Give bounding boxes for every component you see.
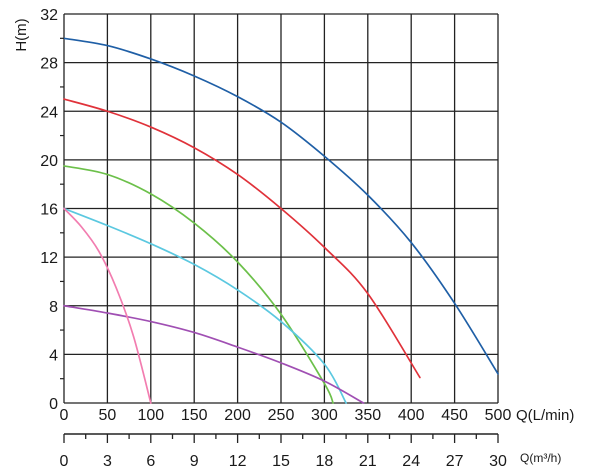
- series-line-1: [63, 37, 499, 375]
- x2-tick-label: 27: [446, 453, 464, 470]
- x2-tick-label: 0: [60, 453, 69, 470]
- x-axis-label: Q(L/min): [516, 407, 574, 424]
- x-tick-label: 150: [181, 407, 208, 424]
- series-line-5: [63, 304, 365, 404]
- x2-tick-label: 30: [489, 453, 507, 470]
- x-tick-label: 50: [99, 407, 117, 424]
- x-tick-label: 100: [137, 407, 164, 424]
- x2-tick-label: 18: [316, 453, 334, 470]
- x2-tick-label: 6: [146, 453, 155, 470]
- x2-tick-label: 12: [229, 453, 247, 470]
- x-tick-label: 200: [224, 407, 251, 424]
- x2-tick-label: 21: [359, 453, 377, 470]
- x2-tick-label: 3: [103, 453, 112, 470]
- series-line-2: [63, 98, 421, 379]
- x2-axis-label: Q(m³/h): [520, 451, 561, 465]
- series-line-6: [63, 207, 152, 404]
- y-tick-label: 32: [40, 7, 58, 24]
- y-tick-label: 4: [49, 347, 58, 364]
- y-tick-label: 20: [40, 153, 58, 170]
- x2-tick-label: 24: [402, 453, 420, 470]
- y-tick-label: 0: [49, 396, 58, 413]
- x-tick-label: 300: [311, 407, 338, 424]
- grid-lines: [63, 13, 499, 404]
- y-tick-label: 8: [49, 299, 58, 316]
- x-tick-label: 400: [398, 407, 425, 424]
- y-axis-label: H(m): [13, 18, 30, 51]
- x-tick-label: 350: [354, 407, 381, 424]
- series-line-4: [63, 207, 347, 404]
- y-tick-label: 12: [40, 250, 58, 267]
- x-tick-label: 250: [268, 407, 295, 424]
- performance-curves: [63, 37, 499, 404]
- x2-tick-label: 15: [272, 453, 290, 470]
- y-tick-label: 16: [40, 202, 58, 219]
- y-tick-label: 24: [40, 104, 58, 121]
- x-tick-label: 0: [60, 407, 69, 424]
- x-tick-label: 500: [485, 407, 512, 424]
- y-tick-label: 28: [40, 56, 58, 73]
- x2-tick-label: 9: [190, 453, 199, 470]
- series-line-3: [63, 165, 334, 404]
- x-tick-label: 450: [441, 407, 468, 424]
